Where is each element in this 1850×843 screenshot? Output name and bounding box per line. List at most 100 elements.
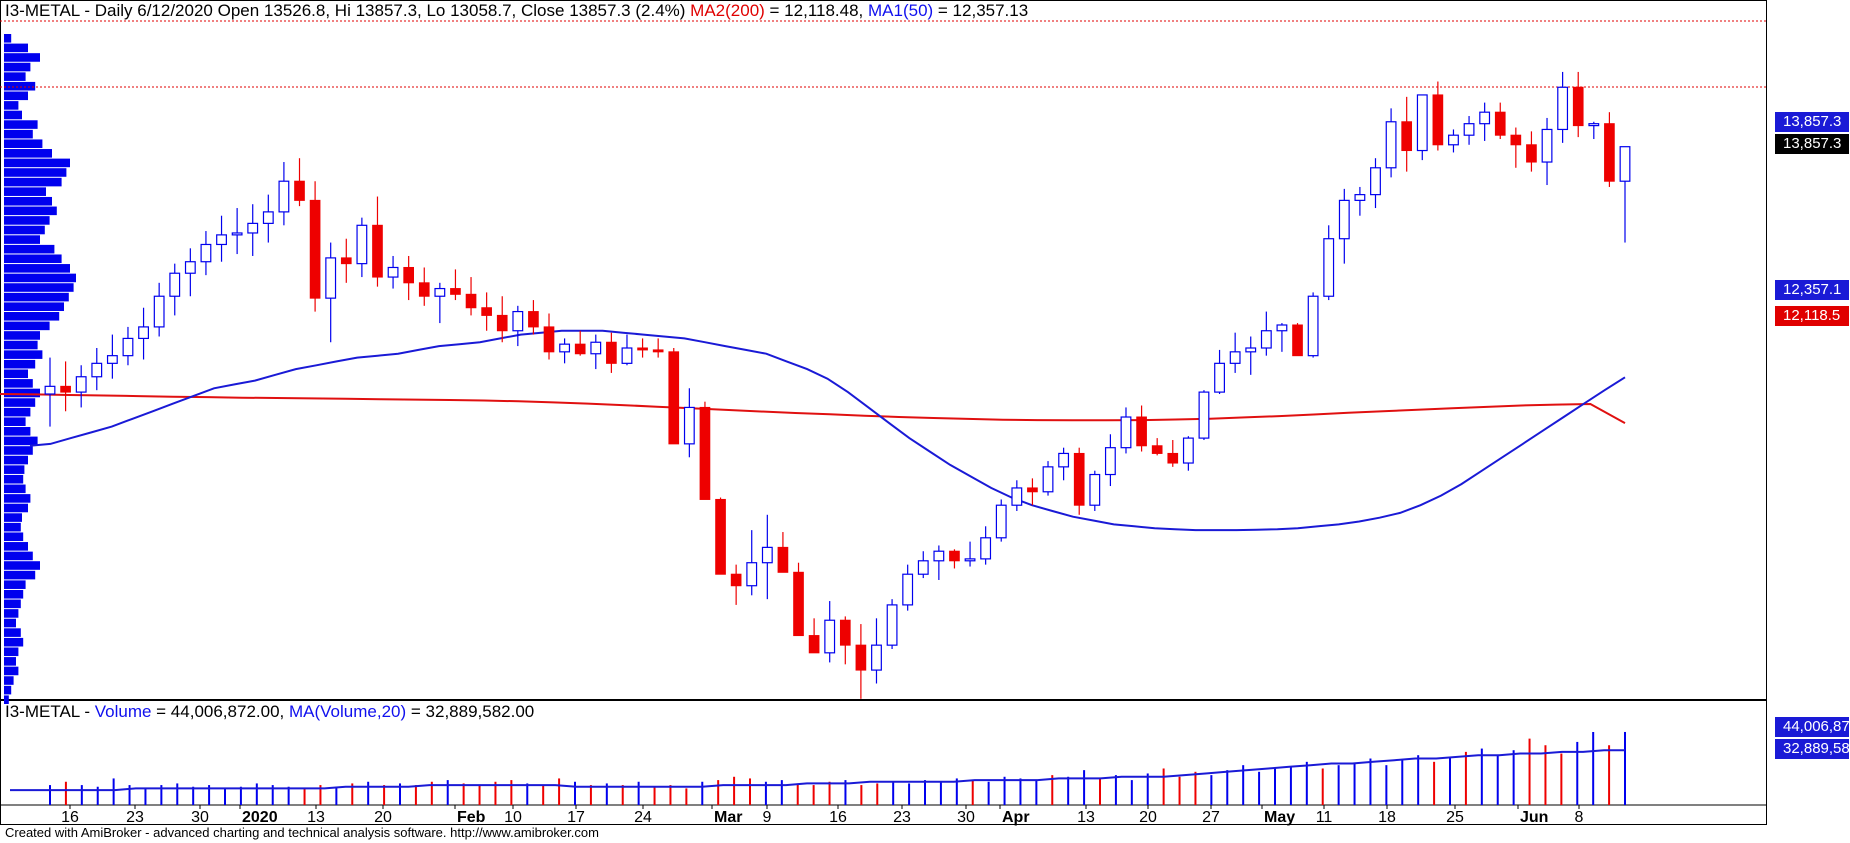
candle-body-down	[1510, 134, 1522, 146]
volume-value: = 44,006,872.00,	[151, 702, 289, 721]
candle-body-down	[715, 498, 726, 575]
candle-body-down	[574, 343, 586, 355]
profile-bar	[4, 340, 38, 350]
profile-bar	[4, 254, 62, 264]
candle-body-up	[824, 619, 836, 654]
volume-header: I3-METAL - Volume = 44,006,872.00, MA(Vo…	[5, 702, 534, 722]
candle-body-up	[75, 376, 87, 393]
candle-body-up	[1198, 391, 1210, 439]
profile-bar	[4, 599, 21, 609]
candle-body-down	[543, 326, 555, 353]
header-sep: -	[79, 1, 95, 20]
candle-body-up	[746, 562, 758, 587]
x-tick-label: 17	[567, 809, 585, 826]
profile-bar	[4, 398, 36, 407]
ma200-label: MA2(200)	[690, 1, 765, 20]
candle-body-up	[1104, 447, 1116, 476]
candle-body-up	[153, 295, 165, 328]
candle-body-up	[590, 341, 602, 355]
x-tick-label: 23	[893, 809, 911, 826]
candle-body-up	[169, 272, 181, 297]
profile-bar	[4, 283, 74, 292]
x-tick-label: 30	[191, 809, 209, 826]
candle-body-up	[278, 180, 290, 213]
footer-credit: Created with AmiBroker - advanced charti…	[5, 825, 599, 840]
profile-bar	[4, 666, 19, 676]
profile-bar	[4, 455, 28, 465]
x-tick-label: 8	[1575, 809, 1584, 826]
candle-body-up	[512, 310, 524, 332]
profile-bar	[4, 542, 28, 551]
profile-bar	[4, 302, 64, 311]
price-frame	[0, 0, 1767, 700]
profile-bar	[4, 628, 21, 637]
profile-bar	[4, 34, 12, 43]
candle-body-down	[730, 573, 742, 587]
candle-body-down	[1494, 111, 1506, 136]
candle-body-down	[340, 257, 352, 265]
profile-bar	[4, 570, 36, 580]
x-tick-label: Apr	[1002, 809, 1030, 826]
candle-body-up	[1541, 128, 1553, 163]
candle-body-up	[1058, 452, 1070, 468]
profile-bar	[4, 216, 50, 225]
profile-bar	[4, 177, 62, 187]
profile-bar	[4, 187, 46, 196]
candle-body-down	[699, 406, 711, 500]
candle-body-up	[980, 537, 992, 560]
candle-body-up	[683, 406, 695, 445]
candle-body-up	[1245, 347, 1257, 353]
profile-bar	[4, 244, 55, 254]
profile-bar	[4, 91, 28, 101]
candle-body-down	[668, 351, 680, 445]
x-tick-label: 9	[763, 809, 772, 826]
profile-bar	[4, 436, 38, 446]
profile-bar	[4, 589, 24, 599]
candle-body-down	[1151, 445, 1163, 454]
x-tick-label: 23	[126, 809, 144, 826]
candle-body-up	[917, 560, 929, 575]
candle-body-down	[294, 180, 305, 201]
candle-body-up	[262, 211, 274, 224]
candle-body-up	[1089, 473, 1101, 506]
candle-body-down	[1073, 452, 1085, 506]
price-info: Daily 6/12/2020 Open 13526.8, Hi 13857.3…	[94, 1, 686, 20]
profile-bar	[4, 225, 45, 235]
candle-body-down	[465, 293, 477, 309]
reference-lines	[0, 20, 1766, 88]
candle-body-up	[325, 257, 337, 299]
volume-symbol: I3-METAL	[5, 702, 80, 721]
x-tick-label: 25	[1446, 809, 1464, 826]
profile-bar	[4, 62, 31, 72]
profile-bar	[4, 407, 31, 417]
profile-bar	[4, 273, 76, 283]
profile-bar	[4, 685, 12, 695]
candle-body-down	[1604, 123, 1615, 182]
candle-body-down	[496, 314, 508, 332]
x-tick-label: Jun	[1520, 809, 1548, 826]
profile-bar	[4, 637, 24, 647]
ma50-polyline	[29, 329, 1626, 532]
x-tick-label: 30	[957, 809, 975, 826]
candle-body-up	[1042, 466, 1054, 493]
profile-bar	[4, 580, 26, 589]
profile-bar	[4, 196, 52, 206]
profile-bar	[4, 446, 33, 455]
volume-axis-label: 44,006,87	[1775, 717, 1849, 737]
profile-bar	[4, 503, 28, 513]
candle-body-up	[933, 550, 945, 562]
x-tick-label: 20	[1139, 809, 1157, 826]
ma50-line	[29, 329, 1626, 532]
candle-body-down	[450, 288, 461, 295]
profile-bar	[4, 676, 14, 685]
x-axis: 16 23 30 2020 13 20 Feb 10 17 24 Mar 9 16 23 30 Apr 13 20…	[61, 805, 1584, 826]
candle-body-up	[434, 287, 446, 297]
profile-bar	[4, 647, 19, 657]
profile-bar	[4, 532, 24, 542]
volume-bars	[49, 731, 1626, 805]
profile-bar	[4, 417, 26, 427]
candle-body-down	[60, 385, 71, 393]
x-tick-label: 13	[307, 809, 325, 826]
candle-body-down	[1136, 416, 1147, 447]
candle-body-up	[387, 266, 399, 278]
